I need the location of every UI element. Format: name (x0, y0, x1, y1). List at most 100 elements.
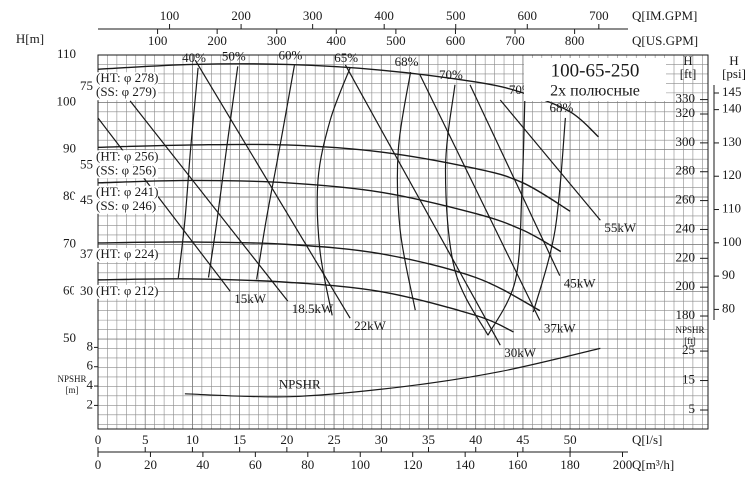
y-tick-label: 8 (87, 338, 94, 353)
label-background (74, 247, 94, 262)
plot-frame (97, 54, 709, 430)
impeller-note: (HT: φ 224) (96, 246, 158, 261)
y-tick-label: 15 (682, 372, 695, 387)
x-tick-label: 35 (422, 432, 435, 447)
x-tick-label: 500 (386, 33, 406, 48)
x-tick-label: 5 (142, 432, 149, 447)
y-tick-label: 220 (676, 249, 696, 264)
label-background (74, 158, 94, 173)
label-background (74, 80, 94, 95)
x-tick-label: 0 (95, 457, 102, 472)
axes: 0 5 10 15 20 25 30 35 40 45 50 Q[l/s] 0 20 40 60 80 100 12… (57, 8, 746, 472)
y-tick-label: 240 (676, 220, 696, 235)
x-tick-label: 500 (446, 8, 466, 23)
efficiency-curve (396, 71, 416, 311)
power-curve (499, 99, 601, 221)
y-axis-title: [m] (66, 385, 79, 395)
impeller-note: (HT: φ 256) (96, 148, 158, 163)
efficiency-label: 50% (222, 48, 246, 63)
x-tick-label: 20 (280, 432, 293, 447)
impeller-note: (HT: φ 278) (96, 70, 158, 85)
x-tick-label: 200 (231, 8, 251, 23)
x-tick-label: 120 (403, 457, 423, 472)
x-axis-title: Q[l/s] (632, 432, 662, 447)
y-axis-title: [ft] (684, 336, 696, 346)
y-axis-title: [ft] (680, 66, 697, 81)
x-tick-label: 20 (144, 457, 157, 472)
y-axis-title: H[m] (16, 31, 44, 46)
y-tick-label: 5 (689, 401, 696, 416)
x-tick-label: 300 (267, 33, 287, 48)
power-curve (129, 100, 289, 302)
power-label: 15kW (234, 291, 266, 306)
impeller-note: (SS: φ 279) (96, 84, 156, 99)
label-background (94, 150, 158, 165)
x-tick-label: 180 (560, 457, 580, 472)
label-background (94, 199, 158, 214)
x-tick-label: 45 (516, 432, 529, 447)
x-axis-title: Q[US.GPM] (632, 33, 698, 48)
y-axis-title: [psi] (722, 66, 746, 81)
y-axis-title: NPSHR (675, 325, 704, 335)
power-label: 22kW (354, 318, 387, 333)
y-tick-label: 90 (63, 141, 76, 156)
x-tick-label: 40 (469, 432, 482, 447)
x-tick-label: 80 (301, 457, 314, 472)
y-axis-title: H (729, 53, 738, 68)
y-tick-label: 100 (57, 93, 77, 108)
x-axis-title: Q[m³/h] (632, 457, 674, 472)
efficiency-label: 68% (549, 100, 573, 115)
power-label: 37kW (544, 321, 577, 336)
efficiency-label: 40% (182, 50, 206, 65)
title-box (524, 58, 666, 101)
impeller-label: 30 (80, 283, 93, 298)
x-tick-label: 400 (374, 8, 394, 23)
efficiency-label: 70% (439, 67, 463, 82)
impeller-note: (HT: φ 212) (96, 283, 158, 298)
x-tick-label: 160 (508, 457, 528, 472)
npshr-curve (184, 347, 601, 398)
y-tick-label: 145 (722, 84, 742, 99)
chart-title: 100-65-250 (551, 60, 640, 81)
efficiency-curve (487, 99, 526, 336)
x-tick-label: 300 (303, 8, 323, 23)
label-background (94, 86, 158, 101)
impeller-curve (97, 241, 541, 312)
efficiency-curve (532, 117, 567, 313)
y-tick-label: 80 (63, 188, 76, 203)
y-tick-label: 300 (676, 134, 696, 149)
impeller-label: 37 (80, 246, 94, 261)
y-tick-label: 320 (676, 105, 696, 120)
x-tick-label: 700 (589, 8, 609, 23)
power-curve (194, 59, 351, 319)
x-axis-title: Q[IM.GPM] (632, 8, 697, 23)
impeller-label: 55 (80, 156, 93, 171)
impeller-curve (97, 63, 599, 138)
y-tick-label: 50 (63, 330, 76, 345)
y-axis-title: H (683, 53, 692, 68)
y-tick-label: 25 (682, 342, 695, 357)
impeller-note: (SS: φ 246) (96, 198, 156, 213)
y-tick-label: 180 (676, 307, 696, 322)
label-background (94, 284, 158, 299)
x-tick-label: 10 (186, 432, 199, 447)
y-tick-label: 260 (676, 192, 696, 207)
power-curve (344, 64, 501, 346)
x-tick-label: 0 (95, 432, 102, 447)
y-tick-label: 130 (722, 134, 742, 149)
x-tick-label: 40 (196, 457, 209, 472)
x-tick-label: 100 (160, 8, 180, 23)
x-tick-label: 200 (613, 457, 633, 472)
label-background (94, 164, 158, 179)
y-tick-label: 140 (722, 101, 742, 116)
efficiency-label: 60% (278, 47, 302, 62)
y-tick-label: 120 (722, 167, 742, 182)
y-tick-label: 110 (57, 46, 76, 61)
impeller-note: (HT: φ 241) (96, 184, 158, 199)
label-background (94, 247, 158, 262)
efficiency-label: 68% (395, 54, 419, 69)
y-tick-label: 200 (676, 278, 696, 293)
x-tick-label: 60 (249, 457, 262, 472)
